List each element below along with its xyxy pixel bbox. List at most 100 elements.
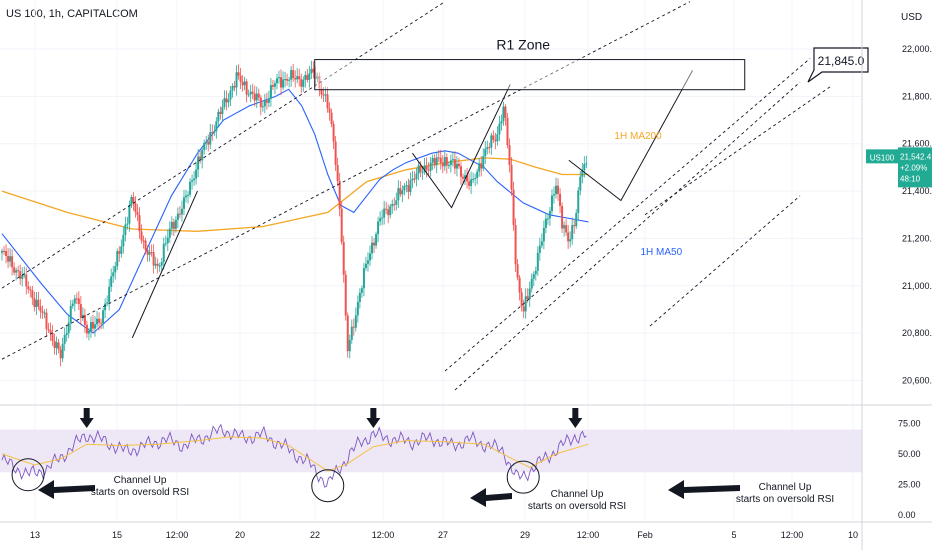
rsi-tick-label: 0.00 [898,510,916,520]
candle-body [371,242,374,254]
candle-body [348,339,351,352]
candle-body [490,135,493,148]
candle-body [23,274,26,276]
candle-body [488,147,491,149]
candle-body [468,181,471,186]
candle-body [271,85,274,87]
candle-body [197,156,200,170]
candle-body [284,79,287,81]
candle-body [510,164,513,190]
rsi-ma-line [1,436,589,472]
candle-body [546,218,549,220]
candle-body [136,212,139,216]
candle-body [377,221,380,235]
candle-body [45,312,48,330]
candle-body [241,81,244,86]
time-tick-label: 12:00 [372,530,395,540]
candle-body [544,218,547,228]
candle-body [278,77,281,79]
candle-body [205,141,208,143]
candle-body [508,145,511,165]
candle-body [314,72,317,80]
candle-body [302,79,305,87]
candle-body [425,165,428,170]
price-badge-box [898,147,932,188]
candle-body [65,333,68,336]
candle-body [401,190,404,195]
candle-body [344,274,347,316]
candle-body [166,237,169,244]
candle-body [71,303,74,307]
candle-body [565,225,568,233]
candle-body [261,106,264,108]
candle-body [326,94,329,109]
candle-body [397,188,400,201]
candle-body [245,81,248,95]
candle-body [550,195,553,212]
price-tick-label: 21,000.0 [902,281,932,291]
candle-body [492,135,495,140]
candle-body [122,234,125,247]
candle-body [379,218,382,222]
candle-body [73,298,76,304]
candle-body [573,225,576,227]
candle-body [583,164,586,171]
candle-body [94,324,97,329]
candle-body [184,195,187,198]
candle-body [336,164,339,181]
candle-body [120,246,123,254]
candle-body [124,224,127,235]
candle-body [87,330,90,334]
candle-body [288,79,291,81]
down-arrow [366,408,381,428]
candle-body [413,178,416,180]
candle-body [494,139,497,142]
candle-body [536,252,539,271]
candle-body [457,163,460,167]
candle-body [17,270,20,272]
candle-body [83,314,86,325]
candle-body [201,149,204,161]
candle-body [332,123,335,142]
candle-body [96,318,99,325]
candle-body [368,253,371,261]
candle-body [267,98,270,103]
ma200-line [1,157,589,232]
candle-body [89,322,92,331]
candle-body [500,121,503,124]
candle-body [189,181,192,195]
candle-body [393,204,396,206]
candle-body [409,180,412,192]
candle-body [43,312,46,314]
candle-body [407,185,410,192]
candle-body [399,188,402,195]
price-tick-label: 21,800.0 [902,91,932,101]
rsi-note-line1: Channel Up [114,475,167,486]
candle-body [342,241,345,275]
left-arrow [470,488,512,507]
price-tick-label: 22,000.0 [902,44,932,54]
candle-body [474,178,477,180]
rsi-note-line1: Channel Up [551,489,604,500]
candle-body [548,211,551,219]
candle-body [53,340,56,349]
ma200-label: 1H MA200 [614,131,662,142]
candle-body [57,342,60,350]
candle-body [280,77,283,88]
candle-body [233,86,236,88]
ma50-label: 1H MA50 [640,247,682,258]
candle-body [231,86,234,91]
rsi-note-line2: starts on oversold RSI [736,494,834,505]
candle-body [79,304,82,318]
candle-body [47,329,50,331]
candle-body [215,121,218,132]
candle-body [31,290,34,299]
candle-body [484,148,487,157]
candle-body [130,197,133,206]
candle-body [526,296,529,299]
candle-body [142,240,145,242]
candle-body [140,231,143,241]
candle-body [395,200,398,205]
candle-body [354,315,357,328]
